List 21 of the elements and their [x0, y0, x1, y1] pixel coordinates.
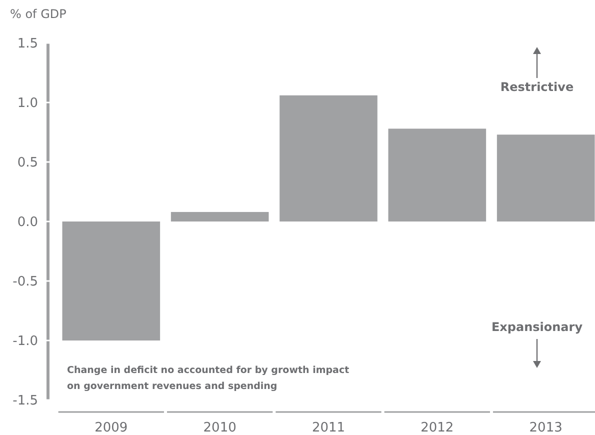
y-tick-label: -0.5: [12, 274, 38, 290]
x-tick-label: 2012: [420, 420, 454, 435]
bar: [280, 95, 378, 222]
y-tick-label: 1.5: [17, 36, 38, 52]
bar: [62, 222, 160, 340]
y-tick-label: -1.5: [12, 394, 38, 409]
bar: [388, 128, 486, 222]
y-tick-label: 1.0: [17, 96, 38, 112]
x-tick-label: 2009: [94, 420, 128, 435]
annotation: Expansionary: [491, 320, 583, 334]
bar: [170, 212, 269, 222]
y-tick-label: -1.0: [12, 334, 38, 350]
annotation: Change in deficit no accounted for by growth impact on government revenues and spending: [67, 365, 350, 392]
y-axis-title: % of GDP: [10, 7, 66, 21]
y-tick-label: 0.0: [17, 215, 38, 230]
x-tick-label: 2011: [312, 420, 346, 435]
bar: [496, 134, 595, 222]
x-tick-label: 2013: [529, 420, 562, 435]
x-tick-label: 2010: [203, 420, 236, 435]
annotation: Restrictive: [500, 80, 574, 94]
y-tick-label: 0.5: [17, 156, 38, 171]
